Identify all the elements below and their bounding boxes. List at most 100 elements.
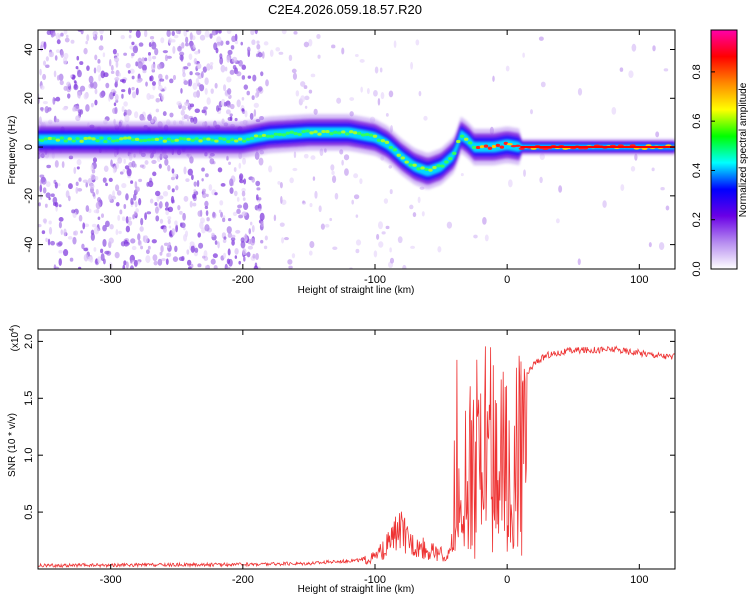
spectrogram-speckle [231,35,237,43]
spectrogram-speckle [183,80,189,86]
ridge-peak [479,145,485,149]
ridge-peak [305,129,310,133]
spectrogram-speckle [242,197,246,201]
spectrogram-speckle [54,160,59,168]
spectrogram-speckle [92,192,96,197]
spectrogram-speckle [229,103,235,110]
spectrogram-speckle [80,230,83,234]
ridge-peak [487,146,493,150]
spectrogram-speckle [651,167,655,172]
spectrogram-speckle [151,63,156,71]
spectrogram-speckle [172,173,178,177]
spectrogram-speckle [236,99,241,108]
spectrogram-speckle [114,93,119,101]
spectrogram-speckle [121,89,126,93]
spectrogram-speckle [130,238,136,244]
spectrogram-speckle [38,202,41,207]
spectrogram-speckle [167,164,171,172]
spectrogram-speckle [159,218,164,224]
spectrogram-speckle [94,99,98,106]
spectrogram-speckle [131,86,135,91]
spectrogram-speckle [83,93,88,100]
spectrogram-speckle [123,260,127,266]
spectrogram-speckle [125,261,129,269]
spectrogram-speckle [201,192,207,199]
spectrogram-speckle [253,265,259,269]
spectrogram-speckle [138,178,143,183]
spectrogram-speckle [189,32,193,41]
spectrogram-speckle [91,169,96,174]
ridge-peak [349,130,354,134]
spectrogram-speckle [92,157,98,163]
spectrogram-speckle [149,198,154,204]
spectrogram-speckle [185,178,190,182]
spectrogram-speckle [234,70,239,74]
spectrogram-speckle [108,237,114,244]
spectrogram-speckle [254,92,259,99]
spectrogram-speckle [45,181,51,188]
spectrogram-speckle [251,39,256,46]
chart-title: C2E4.2026.059.18.57.R20 [268,2,422,17]
spectrogram-speckle [209,33,213,39]
spectrogram-speckle [41,230,46,235]
x-tick-label: 100 [630,274,648,286]
spectrogram-speckle [260,239,264,244]
snr-multiplier-base: (x10 [10,331,21,351]
spectrogram-speckle [300,95,306,103]
spectrogram-speckle [154,202,158,206]
spectrogram-speckle [142,64,147,72]
spectrogram-speckle [151,55,157,60]
spectrogram-speckle [118,72,121,77]
spectrogram-speckle [71,209,76,214]
spectrogram-speckle [169,112,174,118]
spectrogram-speckle [179,222,183,227]
ridge-peak [111,139,116,143]
spectrogram-speckle [460,172,464,177]
ridge-peak [460,134,465,138]
y-tick-label: 2.0 [23,334,35,349]
x-tick-label: -200 [232,274,254,286]
spectrogram-speckle [324,223,330,228]
spectrogram-speckle [41,177,47,185]
spectrogram-speckle [247,75,252,79]
spectrogram-speckle [166,253,170,258]
spectrogram-x-label: Height of straight line (km) [298,285,415,296]
spectrogram-speckle [192,82,198,90]
spectrogram-speckle [110,64,114,71]
ridge-peak [285,131,290,135]
spectrogram-speckle [226,266,231,269]
spectrogram-speckle [78,266,82,269]
spectrogram-speckle [378,241,384,248]
spectrogram-speckle [194,247,199,253]
spectrogram-speckle [168,37,172,44]
spectrogram-speckle [216,36,222,44]
ridge-peak [241,139,247,143]
spectrogram-speckle [226,226,232,234]
spectrogram-speckle [148,41,152,48]
spectrogram-speckle [206,193,209,198]
ridge-peak [281,133,287,137]
spectrogram-speckle [97,216,101,220]
ridge-peak [249,136,255,140]
ridge-peak [79,139,84,143]
spectrogram-speckle [318,205,322,213]
spectrogram-speckle [410,61,414,70]
spectrogram-speckle [218,209,222,214]
spectrogram-speckle [648,242,652,248]
spectrogram-speckle [89,183,95,189]
spectrogram-speckle [522,52,525,58]
spectrogram-speckle [167,206,174,213]
spectrogram-speckle [124,243,129,247]
spectrogram-speckle [602,200,607,208]
spectrogram-speckle [222,217,226,223]
spectrogram-speckle [63,228,67,237]
ridge-peak [91,137,96,141]
ridge-peak [119,137,124,141]
spectrogram-speckle [112,48,117,55]
spectrogram-speckle [202,188,206,193]
ridge-peak [329,131,334,136]
spectrogram-speckle [415,39,420,46]
ridge-peak [138,139,144,143]
ridge-peak [67,137,72,141]
